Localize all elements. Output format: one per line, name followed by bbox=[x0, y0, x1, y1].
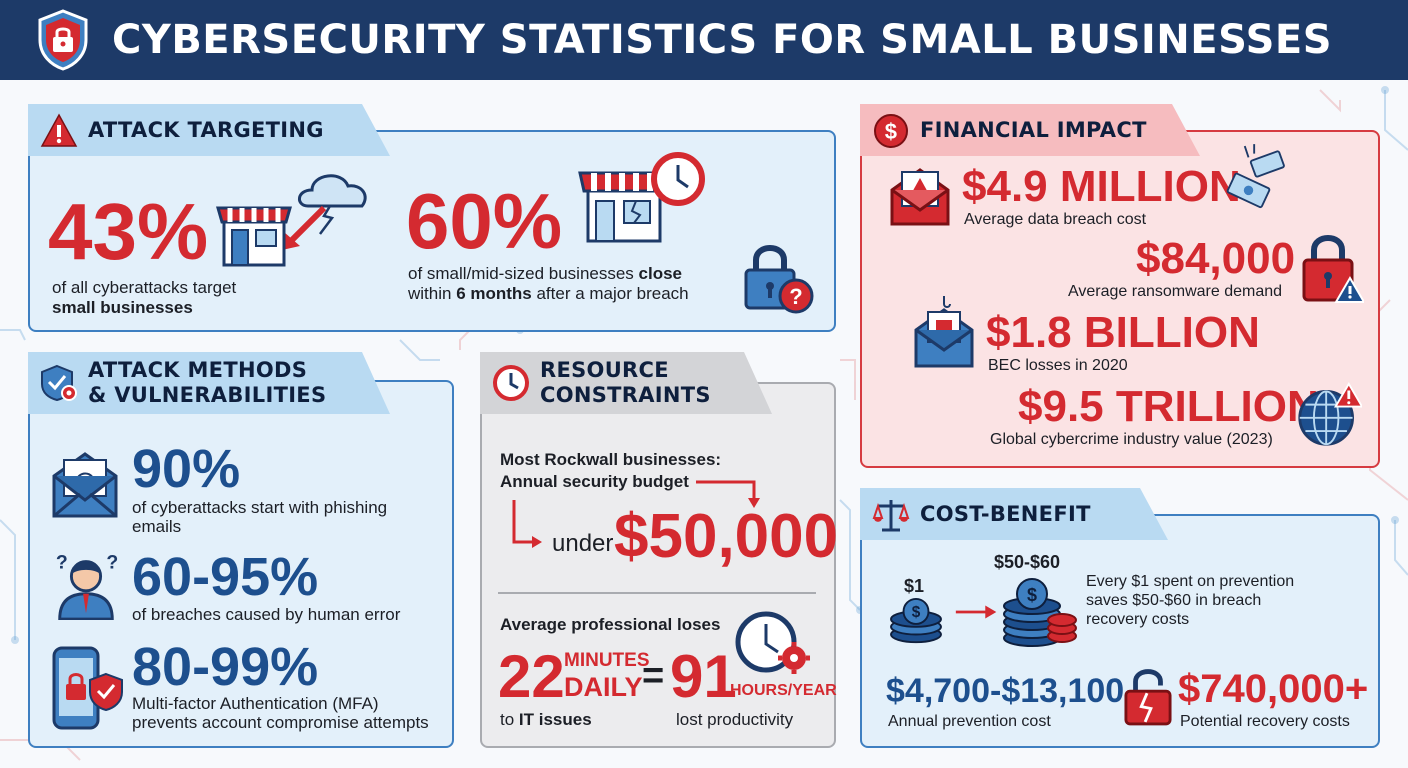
phone-mfa-icon bbox=[52, 646, 123, 730]
mfa-stat-value: 80-99% bbox=[132, 637, 319, 697]
recovery-cost-caption: Potential recovery costs bbox=[1180, 713, 1350, 730]
closed-store-clock-icon bbox=[578, 152, 705, 243]
phishing-hook-envelope-icon bbox=[914, 296, 974, 368]
bec-losses-value: $1.8 BILLION bbox=[986, 308, 1260, 357]
prevention-cost-caption: Annual prevention cost bbox=[888, 713, 1051, 730]
flying-money-icon bbox=[1226, 144, 1285, 209]
right-arrow-icon bbox=[955, 605, 997, 619]
cost-benefit-desc-line2: saves $50-$60 in breach bbox=[1086, 592, 1262, 609]
breach-cost-value: $4.9 MILLION bbox=[962, 162, 1241, 211]
breach-cost-caption: Average data breach cost bbox=[964, 211, 1147, 228]
hours-value: 91 bbox=[670, 643, 737, 710]
ransomware-value: $84,000 bbox=[1136, 234, 1296, 283]
svg-text:?: ? bbox=[789, 284, 802, 309]
dollar-circle-icon: $ bbox=[872, 112, 910, 150]
stat-60-caption-bold: close bbox=[638, 264, 683, 283]
shield-check-gear-icon bbox=[40, 364, 78, 402]
budget-line2: Annual security budget bbox=[500, 472, 689, 491]
phishing-stat-value: 90% bbox=[132, 439, 241, 499]
resource-divider bbox=[498, 592, 816, 594]
attack-targeting-tab: ATTACK TARGETING bbox=[28, 104, 390, 156]
svg-text:$: $ bbox=[912, 604, 921, 621]
attack-methods-title-line1: ATTACK METHODS bbox=[88, 358, 308, 382]
resource-constraints-title-line2: CONSTRAINTS bbox=[540, 383, 711, 407]
attack-methods-tab: ATTACK METHODS & VULNERABILITIES bbox=[28, 352, 390, 414]
broken-lock-icon bbox=[1124, 669, 1172, 726]
recovery-cost-value: $740,000+ bbox=[1178, 667, 1369, 711]
warning-icon bbox=[40, 112, 78, 150]
stat-43-caption-line2: small businesses bbox=[52, 298, 193, 317]
equals-sign: = bbox=[642, 655, 665, 697]
storefront-cloud-icon bbox=[216, 174, 367, 267]
cost-benefit-tab: COST-BENEFIT bbox=[860, 488, 1168, 540]
cost-benefit-title: COST-BENEFIT bbox=[920, 502, 1091, 526]
ransom-lock-icon bbox=[1302, 235, 1364, 303]
phishing-email-icon: @ bbox=[52, 452, 118, 518]
stat-43-caption-line1: of all cyberattacks target bbox=[52, 278, 237, 297]
human-error-stat-value: 60-95% bbox=[132, 547, 319, 607]
resource-constraints-title-line1: RESOURCE bbox=[540, 358, 669, 382]
page-title: CYBERSECURITY STATISTICS FOR SMALL BUSIN… bbox=[112, 17, 1333, 63]
globe-alert-icon bbox=[1298, 382, 1362, 446]
human-error-stat-line1: of breaches caused by human error bbox=[132, 605, 401, 624]
ransomware-caption: Average ransomware demand bbox=[1068, 283, 1283, 300]
page-header: CYBERSECURITY STATISTICS FOR SMALL BUSIN… bbox=[0, 0, 1408, 80]
cybercrime-value: $9.5 TRILLION bbox=[1018, 382, 1319, 431]
minutes-value: 22 bbox=[498, 643, 565, 710]
budget-arrows bbox=[512, 480, 760, 548]
cost-benefit-desc-line3: recovery costs bbox=[1086, 611, 1190, 628]
stat-60-caption2-pre: within bbox=[408, 284, 457, 303]
cost-benefit-desc-line1: Every $1 spent on prevention bbox=[1086, 573, 1295, 590]
svg-text:$: $ bbox=[1027, 585, 1037, 605]
bec-losses-caption: BEC losses in 2020 bbox=[988, 357, 1128, 374]
budget-line1: Most Rockwall businesses: bbox=[500, 450, 722, 469]
attack-targeting-panel bbox=[28, 130, 836, 332]
budget-value: $50,000 bbox=[614, 502, 839, 571]
scales-icon bbox=[872, 496, 910, 534]
stat-60-caption2-bold: 6 months bbox=[456, 284, 532, 303]
svg-text:$: $ bbox=[885, 119, 898, 144]
financial-impact-title: FINANCIAL IMPACT bbox=[920, 118, 1147, 142]
shield-lock-icon bbox=[38, 9, 88, 71]
financial-impact-tab: $ FINANCIAL IMPACT bbox=[860, 104, 1200, 156]
hours-caption: lost productivity bbox=[676, 710, 794, 729]
mfa-stat-line2: prevents account compromise attempts bbox=[132, 713, 429, 732]
cost-benefit-panel bbox=[860, 514, 1380, 748]
alert-envelope-icon bbox=[890, 168, 950, 226]
minutes-caption-bold: IT issues bbox=[518, 710, 592, 729]
phishing-stat-line2: emails bbox=[132, 517, 182, 536]
mfa-stat-line1: Multi-factor Authentication (MFA) bbox=[132, 694, 379, 713]
phishing-stat-line1: of cyberattacks start with phishing bbox=[132, 498, 388, 517]
svg-text:?: ? bbox=[106, 551, 118, 573]
prevention-cost-value: $4,700-$13,100 bbox=[886, 672, 1125, 710]
small-coin-label: $1 bbox=[904, 576, 925, 596]
confused-person-icon: ? ? bbox=[56, 551, 118, 620]
stat-60-caption-line1: of small/mid-sized businesses close bbox=[408, 264, 682, 284]
stat-60-caption2-post: after a major breach bbox=[531, 284, 689, 303]
minutes-caption: to IT issues bbox=[500, 710, 592, 730]
attack-methods-title-line2: & VULNERABILITIES bbox=[88, 383, 327, 407]
cybercrime-caption: Global cybercrime industry value (2023) bbox=[990, 431, 1273, 448]
under-label: under bbox=[552, 530, 614, 557]
big-coin-label: $50-$60 bbox=[994, 552, 1061, 572]
stat-60-caption-line2: within 6 months after a major breach bbox=[408, 284, 689, 304]
attack-targeting-title: ATTACK TARGETING bbox=[88, 118, 324, 142]
loses-label: Average professional loses bbox=[500, 615, 721, 634]
padlock-question-icon: ? bbox=[744, 245, 814, 314]
minutes-unit1: MINUTES bbox=[564, 650, 650, 671]
svg-text:?: ? bbox=[56, 551, 68, 573]
hours-unit: HOURS/YEAR bbox=[730, 682, 837, 699]
big-coin-stack-icon: $ bbox=[1003, 578, 1077, 647]
stat-60-value: 60% bbox=[406, 177, 563, 265]
financial-impact-panel bbox=[860, 130, 1380, 468]
stat-60-caption-pre: of small/mid-sized businesses bbox=[408, 264, 639, 283]
resource-constraints-panel bbox=[480, 382, 836, 748]
stat-43-value: 43% bbox=[48, 187, 209, 276]
resource-constraints-tab: RESOURCE CONSTRAINTS bbox=[480, 352, 772, 414]
minutes-unit2: DAILY bbox=[564, 672, 643, 702]
small-coin-stack-icon: $ bbox=[890, 598, 942, 644]
clock-icon bbox=[492, 364, 530, 402]
clock-gear-icon bbox=[735, 611, 810, 674]
minutes-caption-pre: to bbox=[500, 710, 519, 729]
